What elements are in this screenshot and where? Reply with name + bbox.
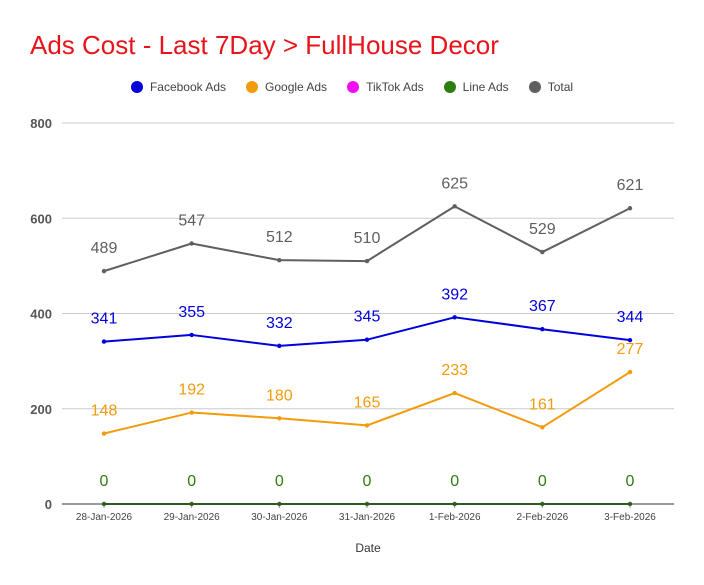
legend: Facebook Ads Google Ads TikTok Ads Line …	[0, 80, 704, 94]
legend-label-google-ads: Google Ads	[265, 80, 328, 94]
data-label: 529	[529, 221, 556, 238]
data-point	[364, 423, 370, 428]
data-point	[540, 425, 545, 430]
x-tick-label: 3-Feb-2026	[604, 512, 656, 523]
x-axis-label: Date	[355, 541, 381, 555]
data-label: 341	[91, 311, 118, 328]
legend-swatch-line-ads	[443, 81, 456, 93]
data-label: 233	[441, 362, 468, 379]
data-point	[627, 369, 633, 375]
legend-item-facebook-ads[interactable]: Facebook Ads	[130, 80, 227, 94]
y-tick-label: 600	[30, 211, 52, 226]
data-point	[277, 343, 282, 349]
data-point	[540, 327, 545, 332]
data-label: 0	[187, 473, 196, 490]
y-tick-label: 0	[45, 497, 52, 512]
legend-swatch-total	[528, 81, 541, 93]
data-label: 165	[354, 394, 381, 411]
data-label: 161	[529, 396, 556, 413]
data-point	[364, 258, 370, 264]
data-label: 367	[529, 298, 556, 315]
data-label: 192	[178, 382, 205, 399]
data-label: 512	[266, 229, 293, 246]
data-point	[189, 410, 194, 415]
data-point	[101, 268, 107, 274]
legend-item-line-ads[interactable]: Line Ads	[443, 80, 509, 94]
x-tick-label: 2-Feb-2026	[516, 512, 568, 523]
legend-swatch-facebook-ads	[130, 81, 143, 93]
data-point	[540, 249, 545, 255]
data-point	[627, 206, 633, 211]
legend-swatch-tiktok-ads	[347, 81, 360, 93]
data-label: 344	[617, 309, 644, 326]
legend-label-tiktok-ads: TikTok Ads	[366, 80, 424, 94]
data-point	[452, 315, 457, 320]
data-point	[189, 332, 194, 338]
data-label: 355	[178, 304, 205, 321]
data-label: 625	[441, 175, 468, 192]
x-tick-label: 31-Jan-2026	[339, 512, 396, 523]
data-point	[277, 257, 282, 263]
data-label: 547	[178, 212, 205, 229]
data-label: 489	[91, 240, 118, 257]
x-tick-label: 28-Jan-2026	[76, 512, 133, 523]
y-tick-label: 400	[30, 307, 52, 322]
data-label: 0	[363, 473, 372, 490]
x-tick-label: 1-Feb-2026	[429, 512, 481, 523]
data-label: 510	[354, 230, 381, 247]
data-label: 345	[354, 309, 381, 326]
y-tick-label: 800	[30, 116, 52, 131]
data-label: 621	[617, 177, 644, 194]
data-label: 0	[100, 473, 109, 490]
data-label: 392	[441, 286, 468, 303]
data-point	[101, 431, 107, 436]
data-label: 332	[266, 315, 293, 332]
data-point	[627, 337, 633, 343]
data-label: 0	[275, 473, 284, 490]
data-label: 277	[617, 341, 644, 358]
x-tick-label: 30-Jan-2026	[251, 512, 308, 523]
legend-item-tiktok-ads[interactable]: TikTok Ads	[347, 80, 424, 94]
legend-item-google-ads[interactable]: Google Ads	[246, 80, 327, 94]
data-label: 0	[626, 473, 635, 490]
data-point	[277, 416, 282, 421]
data-point	[452, 390, 457, 396]
legend-item-total[interactable]: Total	[528, 80, 574, 94]
data-point	[452, 204, 457, 209]
data-label: 180	[266, 387, 293, 404]
legend-label-line-ads: Line Ads	[462, 80, 509, 94]
legend-label-total: Total	[547, 80, 574, 94]
chart-title: Ads Cost - Last 7Day > FullHouse Decor	[30, 30, 499, 60]
x-tick-label: 29-Jan-2026	[164, 512, 221, 523]
data-label: 0	[450, 473, 459, 490]
data-label: 148	[91, 403, 118, 420]
data-point	[101, 339, 107, 344]
legend-label-facebook-ads: Facebook Ads	[149, 80, 227, 94]
data-label: 0	[538, 473, 547, 490]
legend-swatch-google-ads	[246, 81, 259, 93]
data-point	[189, 241, 194, 246]
y-tick-label: 200	[30, 402, 52, 417]
data-point	[364, 337, 370, 342]
